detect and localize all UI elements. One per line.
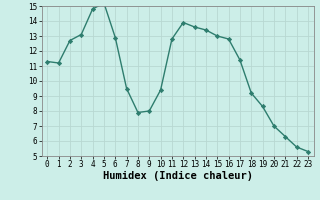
X-axis label: Humidex (Indice chaleur): Humidex (Indice chaleur) — [103, 171, 252, 181]
